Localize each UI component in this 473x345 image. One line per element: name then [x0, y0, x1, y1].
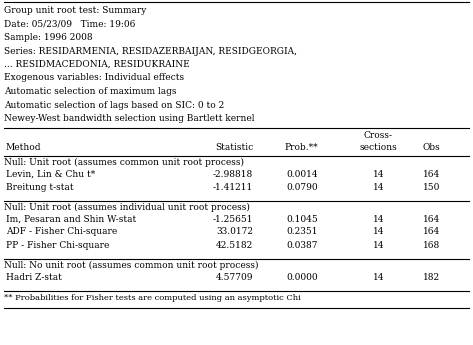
Text: 33.0172: 33.0172: [216, 227, 253, 237]
Text: 14: 14: [373, 169, 384, 178]
Text: Null: Unit root (assumes common unit root process): Null: Unit root (assumes common unit roo…: [4, 158, 244, 167]
Text: 0.0387: 0.0387: [286, 240, 318, 249]
Text: 0.2351: 0.2351: [286, 227, 318, 237]
Text: Automatic selection of maximum lags: Automatic selection of maximum lags: [4, 87, 176, 96]
Text: 150: 150: [422, 183, 440, 191]
Text: Im, Pesaran and Shin W-stat: Im, Pesaran and Shin W-stat: [6, 215, 136, 224]
Text: -1.25651: -1.25651: [212, 215, 253, 224]
Text: Sample: 1996 2008: Sample: 1996 2008: [4, 33, 93, 42]
Text: PP - Fisher Chi-square: PP - Fisher Chi-square: [6, 240, 109, 249]
Text: 0.0790: 0.0790: [286, 183, 318, 191]
Text: Method: Method: [6, 142, 41, 151]
Text: ADF - Fisher Chi-square: ADF - Fisher Chi-square: [6, 227, 117, 237]
Text: Null: No unit root (assumes common unit root process): Null: No unit root (assumes common unit …: [4, 260, 259, 270]
Text: 164: 164: [423, 215, 440, 224]
Text: -2.98818: -2.98818: [213, 169, 253, 178]
Text: Cross-: Cross-: [364, 131, 393, 140]
Text: -1.41211: -1.41211: [213, 183, 253, 191]
Text: 4.57709: 4.57709: [216, 273, 253, 282]
Text: 164: 164: [423, 227, 440, 237]
Text: Breitung t-stat: Breitung t-stat: [6, 183, 73, 191]
Text: 168: 168: [423, 240, 440, 249]
Text: Obs: Obs: [422, 142, 440, 151]
Text: 0.0000: 0.0000: [286, 273, 318, 282]
Text: Statistic: Statistic: [215, 142, 253, 151]
Text: Exogenous variables: Individual effects: Exogenous variables: Individual effects: [4, 73, 184, 82]
Text: ** Probabilities for Fisher tests are computed using an asymptotic Chi: ** Probabilities for Fisher tests are co…: [4, 295, 301, 303]
Text: Date: 05/23/09   Time: 19:06: Date: 05/23/09 Time: 19:06: [4, 20, 135, 29]
Text: Hadri Z-stat: Hadri Z-stat: [6, 273, 61, 282]
Text: 14: 14: [373, 215, 384, 224]
Text: 182: 182: [423, 273, 440, 282]
Text: 0.0014: 0.0014: [286, 169, 318, 178]
Text: Series: RESIDARMENIA, RESIDAZERBAIJAN, RESIDGEORGIA,: Series: RESIDARMENIA, RESIDAZERBAIJAN, R…: [4, 47, 297, 56]
Text: Automatic selection of lags based on SIC: 0 to 2: Automatic selection of lags based on SIC…: [4, 100, 224, 109]
Text: Levin, Lin & Chu t*: Levin, Lin & Chu t*: [6, 169, 95, 178]
Text: sections: sections: [359, 142, 397, 151]
Text: 14: 14: [373, 227, 384, 237]
Text: 42.5182: 42.5182: [216, 240, 253, 249]
Text: Newey-West bandwidth selection using Bartlett kernel: Newey-West bandwidth selection using Bar…: [4, 114, 254, 123]
Text: 0.1045: 0.1045: [286, 215, 318, 224]
Text: 14: 14: [373, 273, 384, 282]
Text: 164: 164: [423, 169, 440, 178]
Text: Group unit root test: Summary: Group unit root test: Summary: [4, 6, 146, 15]
Text: 14: 14: [373, 183, 384, 191]
Text: Prob.**: Prob.**: [284, 142, 318, 151]
Text: ... RESIDMACEDONIA, RESIDUKRAINE: ... RESIDMACEDONIA, RESIDUKRAINE: [4, 60, 190, 69]
Text: 14: 14: [373, 240, 384, 249]
Text: Null: Unit root (assumes individual unit root process): Null: Unit root (assumes individual unit…: [4, 203, 250, 211]
